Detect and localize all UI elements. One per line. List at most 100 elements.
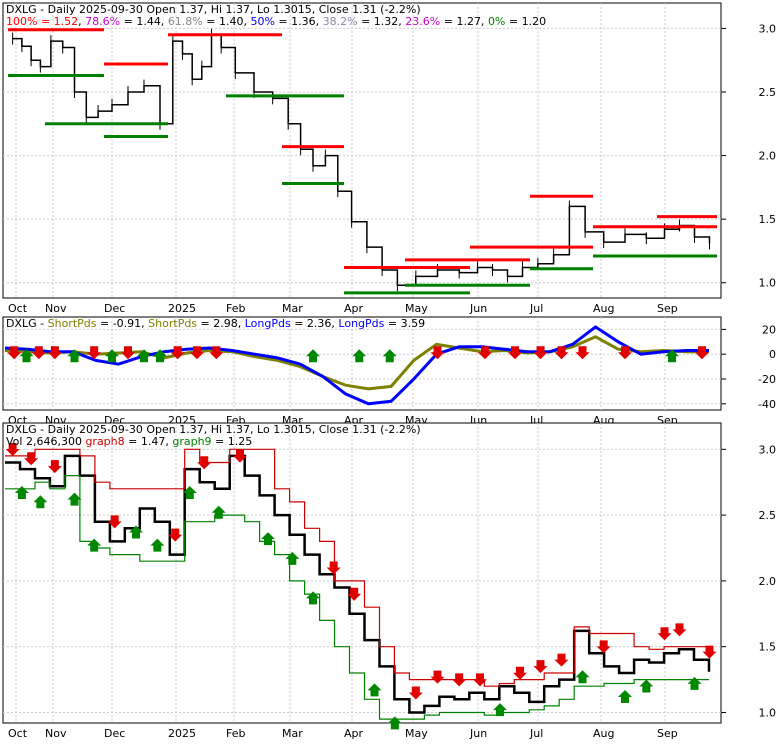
fib-legend-segment: 50% — [250, 15, 274, 28]
osc-legend-segment: = 3.59 — [384, 317, 425, 330]
signal-axis-tick-label: 1.5 — [759, 641, 777, 654]
signal-month-label: 2025 — [168, 727, 196, 740]
price-signal-arrow — [211, 505, 226, 519]
panel-frame-1 — [2, 2, 722, 299]
price-signal-arrow — [150, 538, 165, 552]
osc-legend-segment: ShortPds — [48, 317, 97, 330]
signal-legend: Vol 2,646,300 graph8 = 1.47, graph9 = 1.… — [6, 435, 252, 448]
fib-legend-segment: = 1.40, — [203, 15, 251, 28]
osc-signal-arrow — [153, 349, 167, 363]
price-signal-arrow — [261, 532, 275, 546]
price-line — [12, 34, 711, 287]
signal-month-label: Oct — [8, 727, 28, 740]
osc-signal-arrow — [7, 346, 22, 360]
price-signal-arrow — [554, 653, 569, 667]
osc-signal-arrow — [87, 346, 102, 360]
price-signal-arrow — [533, 660, 548, 674]
signal-month-label: Aug — [593, 727, 614, 740]
price-signal-arrow — [639, 679, 654, 693]
osc-signal-arrow — [575, 346, 590, 360]
price-month-label: Aug — [593, 302, 614, 315]
price-signal-arrow — [67, 492, 82, 506]
price-signal-arrow — [107, 515, 122, 529]
signal-month-label: Nov — [45, 727, 67, 740]
signal-axis-tick-label: 2.0 — [759, 575, 777, 588]
price-axis-tick-label: 2.5 — [759, 86, 777, 99]
fib-legend-segment: 23.6% — [405, 15, 440, 28]
osc-axis-tick-label: 0 — [769, 348, 776, 361]
price-axis-tick-label: 1.5 — [759, 213, 777, 226]
osc-signal-arrow — [170, 346, 185, 360]
price-month-label: Dec — [104, 302, 125, 315]
price-signal-arrow — [367, 683, 382, 697]
osc-signal-arrow — [67, 349, 82, 363]
signal-legend-segment: graph8 — [85, 435, 124, 448]
osc-signal-arrow — [430, 346, 445, 360]
osc-signal-arrow — [306, 349, 320, 363]
price-signal-arrow — [347, 587, 362, 601]
osc-legend-segment: = -0.91, — [97, 317, 149, 330]
price-month-label: 2025 — [168, 302, 196, 315]
osc-axis-tick-label: -20 — [758, 373, 776, 386]
price-signal-arrow — [326, 561, 341, 575]
signal-legend-segment: = 1.47, — [125, 435, 173, 448]
price-signal-arrow — [618, 690, 632, 703]
price-signal-arrow — [285, 551, 300, 565]
fib-legend: 100% = 1.52, 78.6% = 1.44, 61.8% = 1.40,… — [6, 15, 546, 28]
osc-signal-arrow — [695, 346, 709, 360]
price-month-label: Feb — [226, 302, 245, 315]
osc-signal-arrow — [31, 346, 46, 360]
price-signal-arrow — [33, 495, 48, 509]
signal-month-label: Sep — [657, 727, 678, 740]
osc-signal-arrow — [382, 349, 397, 363]
signal-title: DXLG - Daily 2025-09-30 Open 1.37, Hi 1.… — [6, 423, 421, 436]
signal-series-graph8 — [5, 448, 710, 687]
signal-axis-tick-label: 1.0 — [759, 706, 777, 719]
osc-signal-arrow — [47, 346, 62, 360]
osc-legend-segment: DXLG - — [6, 317, 48, 330]
osc-signal-arrow — [190, 346, 204, 360]
fib-legend-segment: 38.2% — [323, 15, 358, 28]
price-signal-arrow — [473, 673, 487, 687]
fib-legend-segment: 100% = 1.52 — [6, 15, 78, 28]
osc-signal-arrow — [137, 349, 151, 363]
osc-legend-segment: = 2.98, — [197, 317, 245, 330]
price-signal-arrow — [657, 627, 672, 641]
price-month-label: Jun — [469, 302, 487, 315]
osc-legend-segment: = 2.36, — [291, 317, 339, 330]
signal-legend-segment: graph9 — [172, 435, 211, 448]
price-signal-arrow — [575, 670, 590, 684]
osc-axis-tick-label: 20 — [762, 323, 776, 336]
osc-signal-arrow — [121, 346, 135, 360]
fib-legend-segment: 61.8% — [168, 15, 203, 28]
price-signal-arrow — [306, 591, 320, 605]
signal-series-graph9 — [5, 475, 709, 720]
signal-month-label: Apr — [344, 727, 364, 740]
signal-axis-tick-label: 2.5 — [759, 509, 777, 522]
osc-legend-segment: ShortPds — [148, 317, 197, 330]
price-signal-arrow — [596, 640, 611, 654]
price-signal-arrow — [5, 443, 20, 457]
osc-series-longpds — [4, 325, 709, 406]
signal-month-label: Jun — [469, 727, 487, 740]
price-axis-tick-label: 1.0 — [759, 277, 777, 290]
price-signal-arrow — [513, 666, 527, 680]
signal-month-label: Dec — [104, 727, 125, 740]
price-month-label: Jul — [529, 302, 543, 315]
price-signal-arrow — [687, 676, 702, 690]
osc-signal-arrow — [533, 346, 548, 360]
price-signal-arrow — [452, 673, 467, 687]
price-axis-tick-label: 2.0 — [759, 150, 777, 163]
osc-signal-arrow — [665, 349, 679, 363]
osc-legend-segment: LongPds — [245, 317, 291, 330]
price-month-label: Apr — [344, 302, 364, 315]
fib-legend-segment: = 1.44, — [120, 15, 168, 28]
price-signal-arrow — [182, 486, 197, 500]
price-month-label: May — [405, 302, 428, 315]
osc-legend: DXLG - ShortPds = -0.91, ShortPds = 2.98… — [6, 317, 425, 330]
price-month-label: Mar — [282, 302, 303, 315]
panel-frame-3 — [2, 422, 722, 724]
osc-signal-arrow — [508, 346, 522, 360]
fib-legend-segment: , — [78, 15, 85, 28]
